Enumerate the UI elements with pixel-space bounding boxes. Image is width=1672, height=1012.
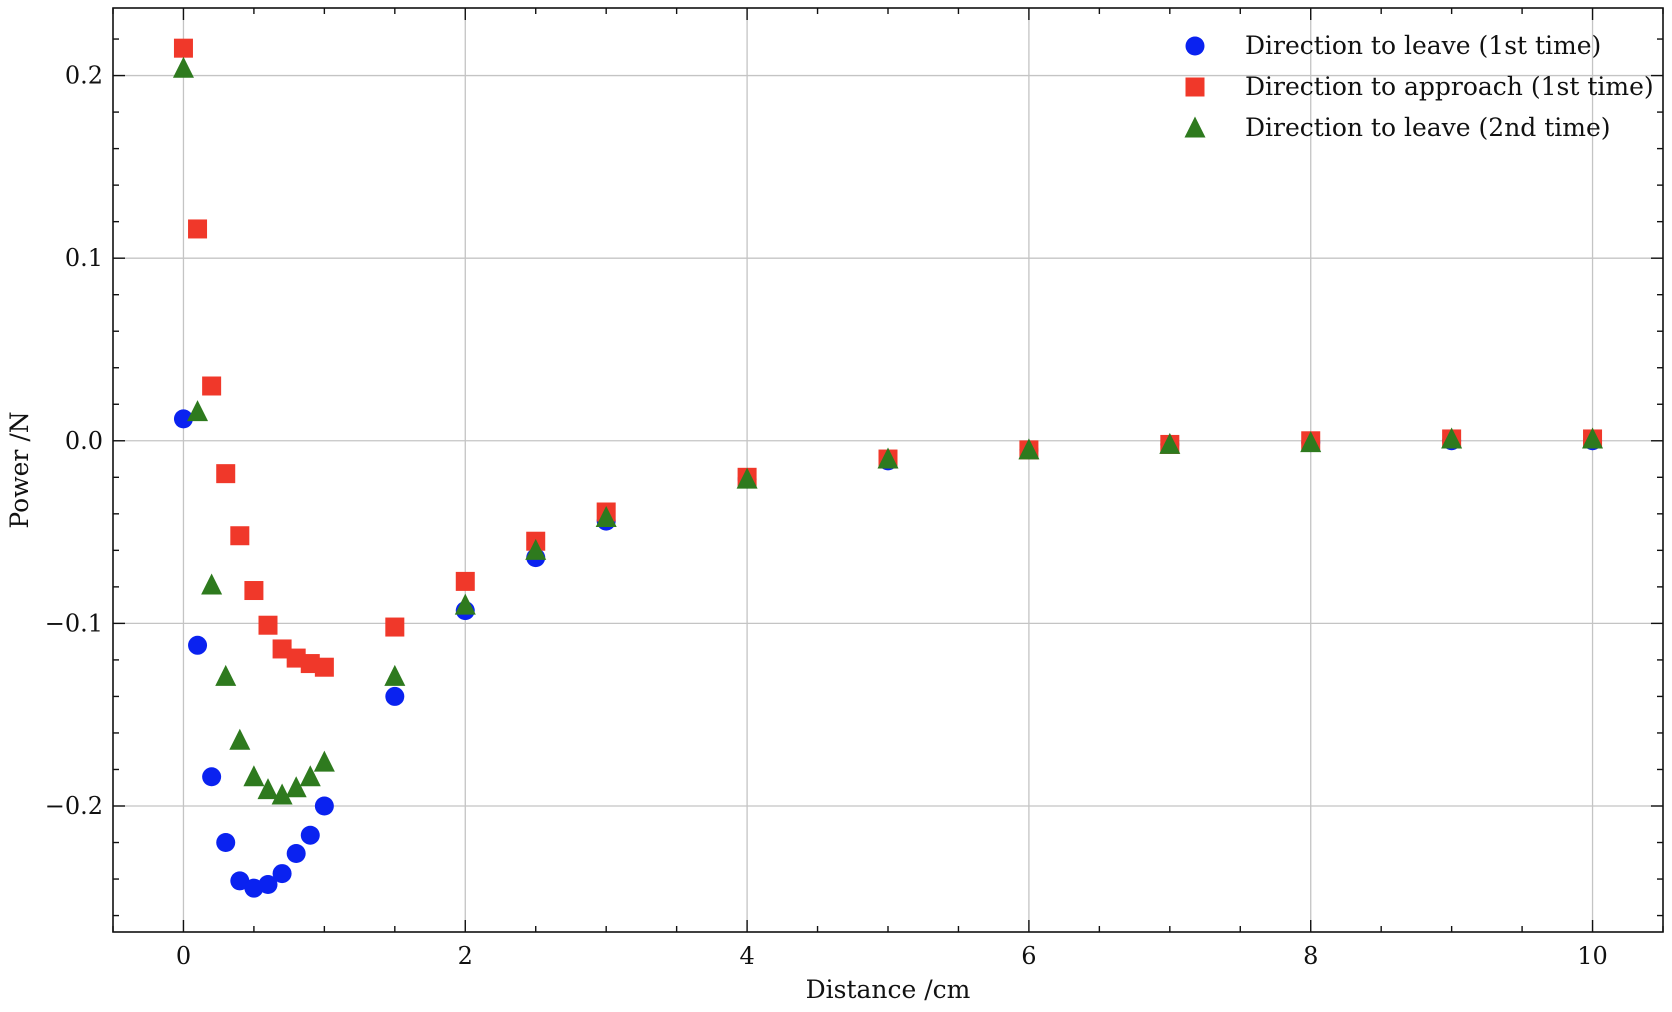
- y-axis-title: Power /N: [5, 411, 34, 528]
- data-point-series-3: [201, 573, 223, 595]
- data-point-series-2: [244, 581, 264, 601]
- data-point-series-3: [1300, 431, 1322, 453]
- axis-ticks: [112, 8, 1664, 932]
- y-tick-label: 0.0: [65, 427, 103, 455]
- data-point-series-3: [271, 783, 293, 805]
- data-point-series-2: [314, 657, 334, 677]
- x-axis-title: Distance /cm: [806, 975, 971, 1004]
- data-point-series-1: [314, 796, 334, 816]
- x-tick-label: 10: [1577, 942, 1608, 970]
- legend: Direction to leave (1st time) Direction t…: [1184, 31, 1654, 142]
- data-point-series-2: [188, 219, 208, 239]
- data-point-series-2: [258, 615, 278, 635]
- data-point-series-3: [384, 664, 406, 686]
- data-point-series-1: [286, 843, 306, 863]
- x-tick-label: 4: [739, 942, 754, 970]
- data-point-series-3: [299, 765, 321, 787]
- legend-label: Direction to leave (1st time): [1245, 31, 1601, 60]
- y-tick-label: −0.1: [45, 609, 103, 637]
- tick-labels: 0 2 4 6 8 10 −0.2 −0.1 0.0 0.1 0.2: [45, 62, 1608, 970]
- data-point-series-2: [230, 526, 250, 546]
- data-point-series-1: [230, 871, 250, 891]
- legend-entry: Direction to leave (1st time): [1185, 31, 1601, 60]
- data-point-series-3: [187, 400, 209, 422]
- x-tick-label: 6: [1021, 942, 1036, 970]
- data-point-series-3: [172, 56, 194, 78]
- data-point-series-2: [455, 571, 475, 591]
- data-point-series-3: [257, 778, 279, 800]
- y-tick-label: 0.1: [65, 244, 103, 272]
- data-point-series-2: [202, 376, 222, 396]
- series-3: [172, 56, 1604, 805]
- data-point-series-1: [188, 635, 208, 655]
- data-point-series-3: [736, 467, 758, 489]
- data-point-series-3: [229, 728, 251, 750]
- data-point-series-3: [877, 447, 899, 469]
- data-point-series-3: [1441, 427, 1463, 449]
- data-point-series-3: [1159, 432, 1181, 454]
- x-tick-label: 0: [176, 942, 191, 970]
- legend-marker: [1184, 116, 1206, 138]
- y-tick-label: 0.2: [65, 62, 103, 90]
- legend-entry: Direction to leave (2nd time): [1184, 113, 1611, 142]
- data-point-series-3: [595, 505, 617, 527]
- data-point-series-3: [525, 538, 547, 560]
- data-point-series-3: [454, 593, 476, 615]
- legend-label: Direction to approach (1st time): [1245, 72, 1654, 101]
- data-point-series-2: [173, 38, 193, 58]
- data-point-series-1: [272, 864, 292, 884]
- legend-entry: Direction to approach (1st time): [1185, 72, 1654, 101]
- x-tick-label: 8: [1303, 942, 1318, 970]
- data-point-series-3: [285, 776, 307, 798]
- data-points: [172, 38, 1604, 898]
- data-point-series-1: [300, 825, 320, 845]
- data-point-series-1: [385, 686, 405, 706]
- data-point-series-1: [173, 409, 193, 429]
- y-tick-label: −0.2: [45, 792, 103, 820]
- legend-marker: [1185, 36, 1205, 56]
- data-point-series-1: [202, 767, 222, 787]
- data-point-series-3: [1018, 438, 1040, 460]
- data-point-series-3: [215, 664, 237, 686]
- data-point-series-3: [313, 750, 335, 772]
- x-tick-label: 2: [458, 942, 473, 970]
- legend-marker: [1185, 77, 1205, 97]
- data-point-series-3: [1582, 427, 1604, 449]
- data-point-series-1: [216, 833, 236, 853]
- grid: [113, 8, 1663, 932]
- data-point-series-2: [385, 617, 405, 637]
- data-point-series-2: [216, 464, 236, 484]
- data-point-series-3: [243, 765, 265, 787]
- data-point-series-1: [258, 875, 278, 895]
- legend-label: Direction to leave (2nd time): [1245, 113, 1611, 142]
